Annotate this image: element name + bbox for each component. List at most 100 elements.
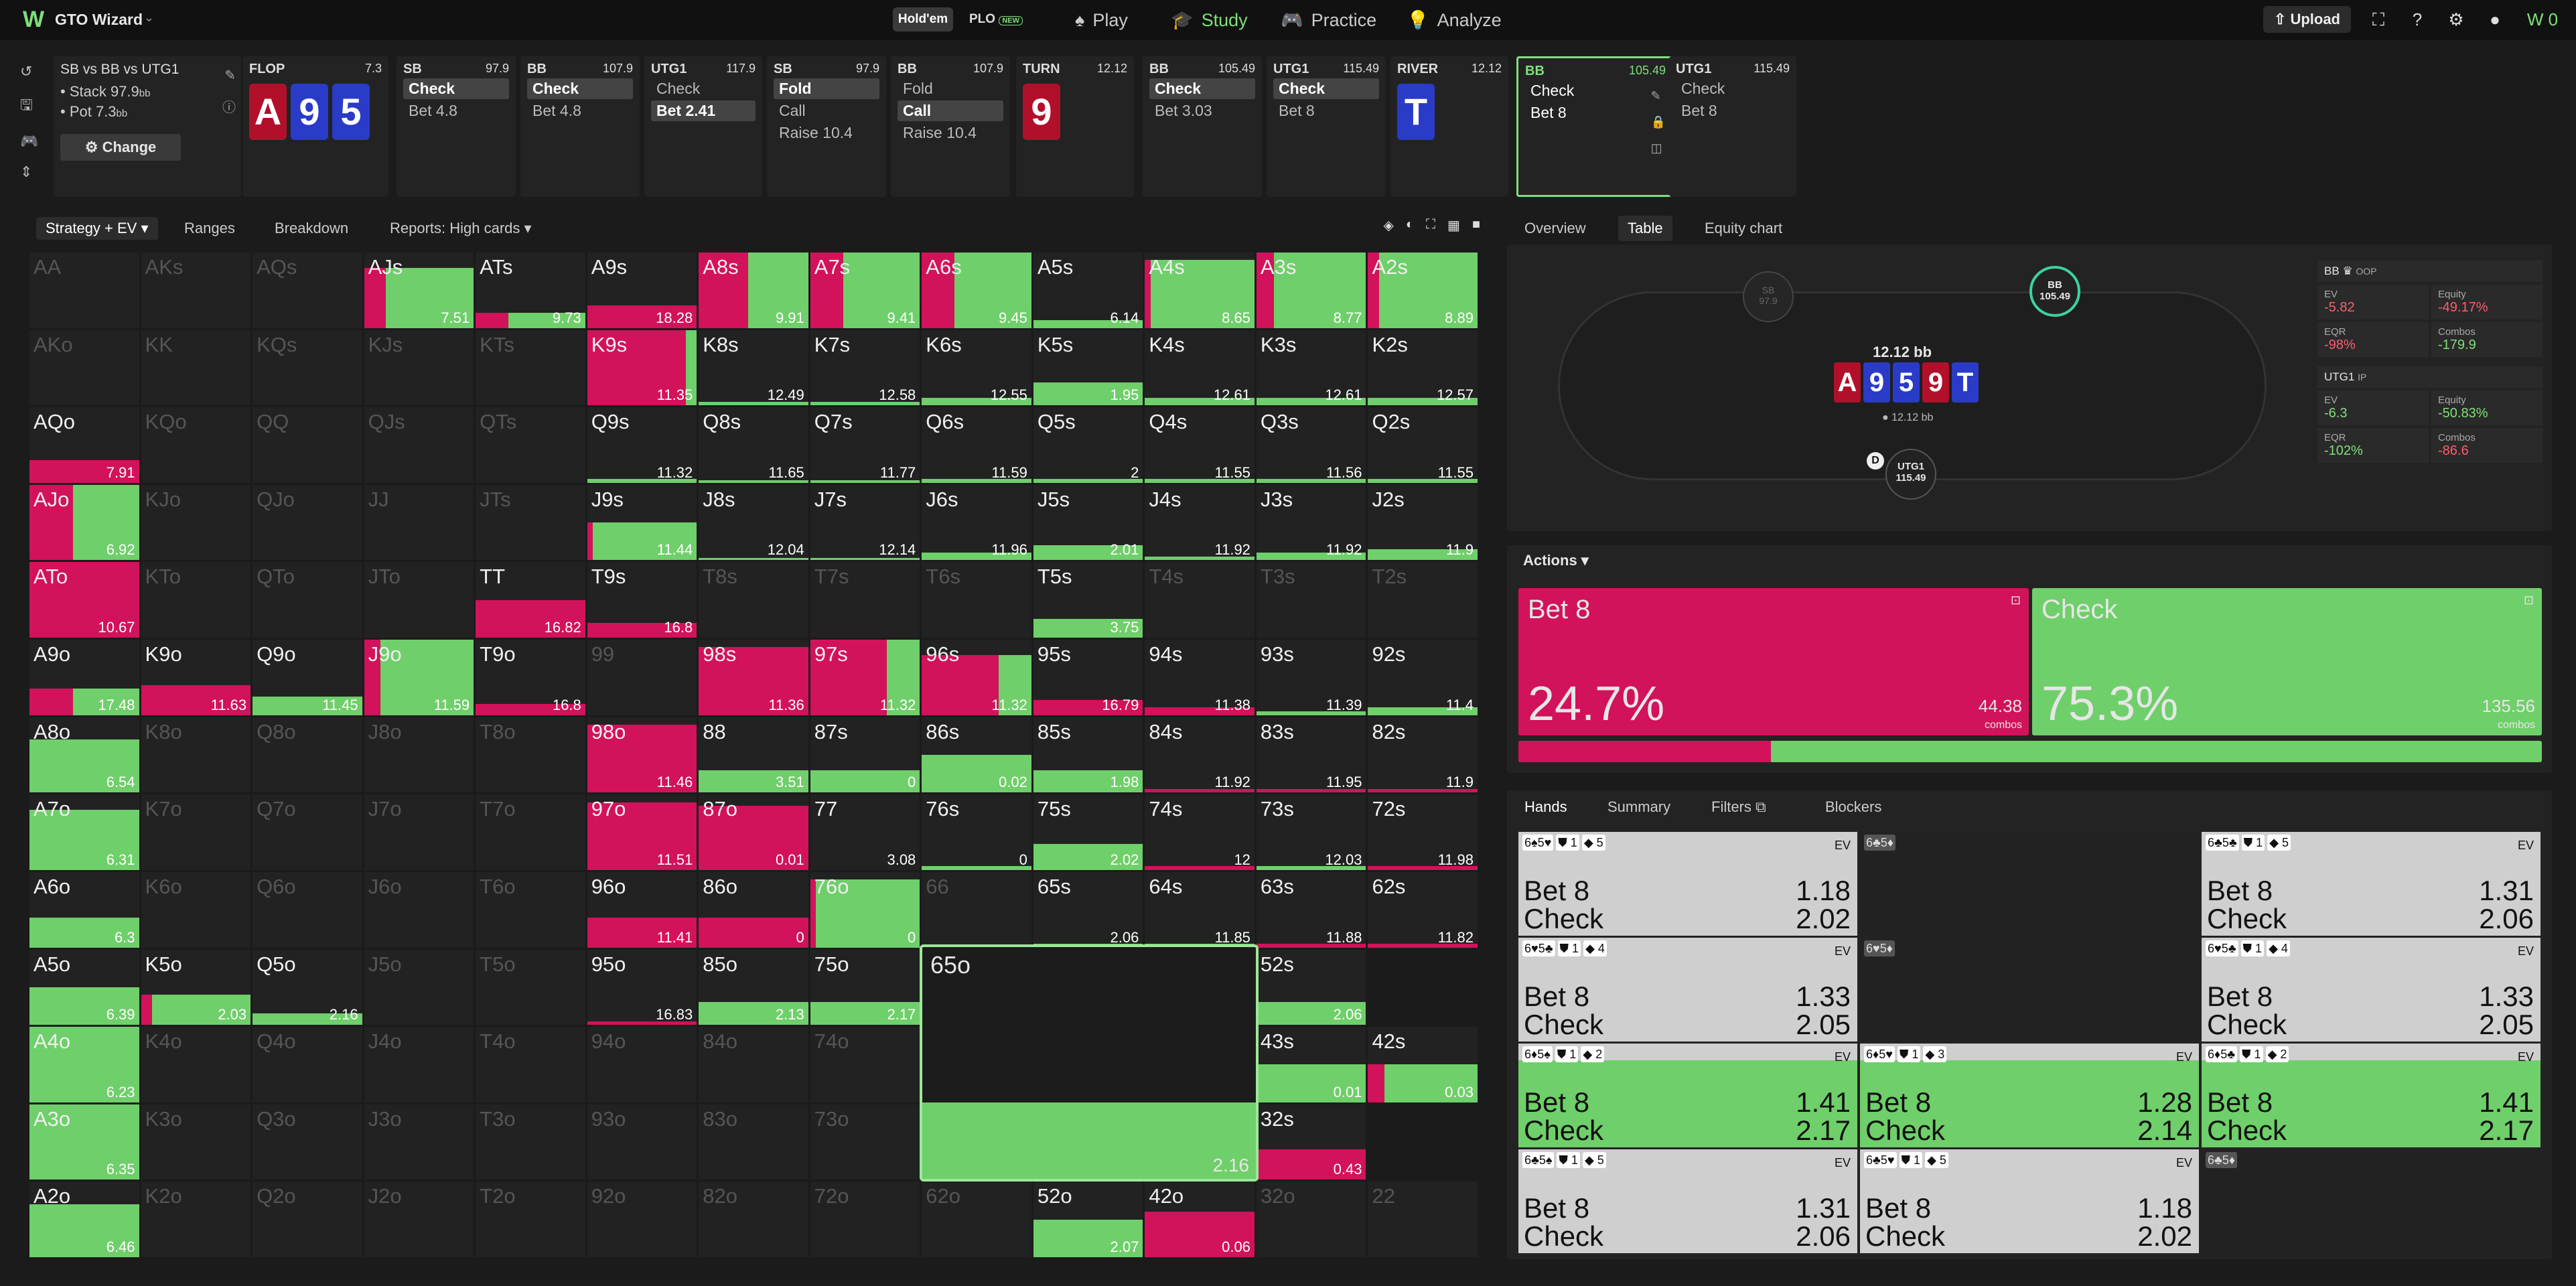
node-action[interactable]: Check [1681, 80, 1725, 97]
hand-cell[interactable]: 0.03 42s [1368, 1027, 1478, 1102]
hand-cell[interactable]: J3o [364, 1104, 474, 1180]
hand-cell[interactable]: KQs [253, 330, 362, 406]
hand-cell[interactable]: J5o [364, 949, 474, 1025]
hand-cell[interactable]: KK [141, 330, 251, 406]
brand-name[interactable]: GTO Wizard [55, 11, 143, 28]
hand-cell[interactable]: 9.91 A8s [699, 253, 808, 328]
hand-cell[interactable]: T6o [476, 871, 585, 948]
coins-badge[interactable]: W 0 [2526, 9, 2559, 29]
tab-equity-chart[interactable]: Equity chart [1705, 220, 1783, 236]
hand-cell[interactable]: T2s [1368, 562, 1478, 638]
hand-cell[interactable]: T7s [810, 562, 920, 638]
hand-cell[interactable]: 16.82 TT [476, 562, 585, 638]
hand-cell[interactable]: T5o [476, 949, 585, 1025]
node-action[interactable]: Bet 8 [1681, 102, 1717, 119]
hand-cell[interactable]: 0.01 43s [1256, 1027, 1366, 1102]
hand-cell[interactable]: KTo [141, 562, 251, 638]
hand-cell[interactable]: 11.92 J4s [1145, 484, 1255, 561]
hand-cell[interactable]: 7.91 AQo [29, 407, 139, 483]
hand-cell[interactable]: KJo [141, 484, 251, 561]
hand-cell[interactable]: 6.23 A4o [29, 1027, 139, 1102]
hand-cell[interactable]: J7o [364, 794, 474, 870]
hand-cell[interactable]: 12.58 K7s [810, 330, 920, 406]
hand-cell[interactable]: 6.39 A5o [29, 949, 139, 1025]
tree-node-turn[interactable]: TURN 12.12 9 [1016, 56, 1134, 197]
hand-cell[interactable]: T7o [476, 794, 585, 870]
selected-hand-cell[interactable]: 65o 2.16 [920, 944, 1259, 1182]
tree-node-bb[interactable]: BB 105.49 Check Bet 3.03 [1143, 56, 1262, 197]
hand-cell[interactable]: JTs [476, 484, 585, 561]
hand-combo-card[interactable]: 6♣5♥ ⛊ 1 ◆ 5 EV Bet 8 1.18 Check 2.02 [1860, 1149, 2199, 1253]
seat-utg1[interactable]: UTG1 115.49 [1885, 449, 1936, 500]
node-action[interactable]: Check [1149, 78, 1255, 99]
hand-cell[interactable]: AKo [29, 330, 139, 406]
node-action[interactable]: Check [527, 78, 633, 99]
hand-cell[interactable]: K8o [141, 717, 251, 793]
hand-cell[interactable]: 2.17 75o [810, 949, 920, 1025]
hand-cell[interactable]: KJs [364, 330, 474, 406]
hand-cell[interactable]: 6.54 A8o [29, 717, 139, 793]
tree-node-bb[interactable]: BB 107.9 Fold Call Raise 10.4 [891, 56, 1010, 197]
hand-cell[interactable]: 18.28 A9s [587, 253, 697, 328]
hand-cell[interactable]: 8.89 A2s [1368, 253, 1478, 328]
tree-node-bb[interactable]: BB 105.49 Check Bet 8 ✎ 🔒 ◫ [1516, 56, 1674, 197]
hand-cell[interactable]: QQ [253, 407, 362, 483]
hand-cell[interactable]: 2 Q5s [1033, 407, 1143, 483]
node-action[interactable]: Raise 10.4 [903, 124, 977, 141]
node-action[interactable]: Bet 8 [1530, 104, 1567, 121]
hand-cell[interactable]: 74o [810, 1027, 920, 1102]
hand-cell[interactable]: QJs [364, 407, 474, 483]
hand-cell[interactable]: 82o [699, 1182, 808, 1257]
hand-cell[interactable]: 12.61 K4s [1145, 330, 1255, 406]
hand-cell[interactable]: 11.9 J2s [1368, 484, 1478, 561]
hand-cell[interactable]: 73o [810, 1104, 920, 1180]
hand-cell[interactable]: 2.02 75s [1033, 794, 1143, 870]
hand-cell[interactable]: J8o [364, 717, 474, 793]
account-icon[interactable]: ● [2490, 9, 2500, 29]
tree-node-flop[interactable]: FLOP 7.3 A 9 5 [242, 56, 388, 197]
hand-cell[interactable]: 93o [587, 1104, 697, 1180]
grid-icon[interactable]: ▦ [1447, 218, 1460, 233]
hand-cell[interactable]: 3.08 77 [810, 794, 920, 870]
edit-icon[interactable]: ✎ [1650, 89, 1661, 102]
tab-ranges[interactable]: Ranges [184, 220, 235, 236]
hand-cell[interactable]: T3s [1256, 562, 1366, 638]
hand-cell[interactable]: AKs [141, 253, 251, 328]
actions-dropdown[interactable]: Actions ▾ [1523, 552, 1589, 569]
hand-cell[interactable]: T6s [922, 562, 1031, 638]
hand-combo-card[interactable]: 6♦5♥ ⛊ 1 ◆ 3 EV Bet 8 1.28 Check 2.14 [1860, 1044, 2199, 1147]
hand-cell[interactable]: 2.03 K5o [141, 949, 251, 1025]
cube-icon[interactable]: ◈ [1383, 218, 1394, 233]
tab-holdem[interactable]: Hold'em [893, 7, 953, 31]
hand-cell[interactable]: 12.55 K6s [922, 330, 1031, 406]
hand-cell[interactable]: K7o [141, 794, 251, 870]
book-icon[interactable]: ◫ [1650, 141, 1662, 155]
change-button[interactable]: ⚙ Change [60, 134, 181, 161]
hand-cell[interactable]: 11.77 Q7s [810, 407, 920, 483]
action-box-check[interactable]: Check 75.3% 135.56 combos ⊡ [2032, 588, 2542, 735]
hand-cell[interactable]: QTo [253, 562, 362, 638]
hand-cell[interactable]: AA [29, 253, 139, 328]
contrast-icon[interactable]: ◐ [1405, 217, 1414, 232]
hand-combo-card[interactable]: 6♦5♠ ⛊ 1 ◆ 2 EV Bet 8 1.41 Check 2.17 [1518, 1044, 1857, 1147]
node-action[interactable]: Raise 10.4 [779, 124, 853, 141]
nav-practice[interactable]: 🎮 Practice [1281, 5, 1376, 35]
hand-cell[interactable]: 11.35 K9s [587, 330, 697, 406]
tree-node-utg1[interactable]: UTG1 117.9 Check Bet 2.41 [644, 56, 762, 197]
node-action[interactable]: Fold [903, 80, 933, 97]
tab-breakdown[interactable]: Breakdown [275, 220, 349, 236]
hand-cell[interactable]: 6.31 A7o [29, 794, 139, 870]
hand-cell[interactable]: 11.55 Q2s [1368, 407, 1478, 483]
hand-cell[interactable]: K6o [141, 871, 251, 948]
hand-cell[interactable]: 12.57 K2s [1368, 330, 1478, 406]
tab-summary[interactable]: Summary [1607, 798, 1671, 815]
hand-cell[interactable]: T4o [476, 1027, 585, 1102]
hand-cell[interactable]: 72o [810, 1182, 920, 1257]
info-icon[interactable]: ⓘ [222, 100, 236, 115]
hand-cell[interactable]: 11.92 J3s [1256, 484, 1366, 561]
hand-cell[interactable]: 16.79 95s [1033, 640, 1143, 715]
hand-cell[interactable]: 83o [699, 1104, 808, 1180]
tab-strategy-ev[interactable]: Strategy + EV ▾ [36, 217, 158, 240]
hand-cell[interactable]: QJo [253, 484, 362, 561]
hand-cell[interactable]: 12.04 J8s [699, 484, 808, 561]
